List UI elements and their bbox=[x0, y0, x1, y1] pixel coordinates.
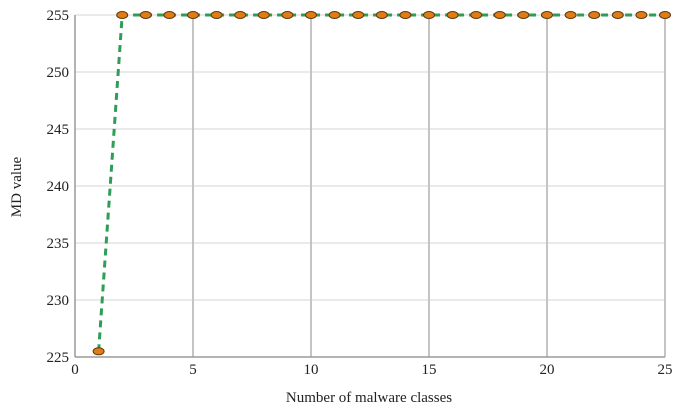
y-tick-label-4: 245 bbox=[47, 122, 70, 138]
data-point-22 bbox=[588, 11, 601, 19]
data-point-14 bbox=[399, 11, 412, 19]
data-point-18 bbox=[493, 11, 506, 19]
y-tick-label-6: 255 bbox=[47, 8, 70, 24]
x-tick-label-4: 20 bbox=[540, 362, 555, 378]
data-point-9 bbox=[281, 11, 294, 19]
data-point-13 bbox=[375, 11, 388, 19]
data-point-5 bbox=[187, 11, 199, 19]
x-tick-label-5: 25 bbox=[658, 362, 673, 378]
y-axis-title: MD value bbox=[9, 156, 25, 217]
data-point-11 bbox=[328, 11, 341, 19]
data-point-25 bbox=[659, 11, 671, 19]
y-tick-label-2: 235 bbox=[47, 236, 70, 252]
series-layer bbox=[92, 11, 671, 356]
data-point-3 bbox=[139, 11, 152, 19]
data-point-20 bbox=[541, 11, 553, 19]
tick-labels: 0 5 10 15 20 25 225 230 235 240 245 250 255 bbox=[47, 8, 673, 378]
data-point-10 bbox=[305, 11, 317, 19]
y-tick-label-0: 225 bbox=[47, 350, 70, 366]
x-tick-label-3: 15 bbox=[422, 362, 437, 378]
data-point-19 bbox=[517, 11, 530, 19]
data-point-8 bbox=[257, 11, 270, 19]
x-tick-label-0: 0 bbox=[71, 362, 79, 378]
data-point-12 bbox=[352, 11, 365, 19]
data-point-17 bbox=[470, 11, 483, 19]
grid-lines bbox=[75, 14, 666, 357]
data-point-24 bbox=[635, 11, 648, 19]
y-tick-label-3: 240 bbox=[47, 179, 70, 195]
data-point-7 bbox=[234, 11, 247, 19]
y-tick-label-5: 250 bbox=[47, 65, 70, 81]
series-line-0 bbox=[97, 13, 665, 352]
y-tick-label-1: 230 bbox=[47, 293, 70, 309]
x-tick-label-1: 5 bbox=[189, 362, 197, 378]
data-point-1 bbox=[92, 347, 105, 356]
data-point-16 bbox=[446, 11, 459, 19]
x-axis-title: Number of malware classes bbox=[286, 390, 452, 406]
data-point-21 bbox=[564, 11, 577, 19]
x-tick-label-2: 10 bbox=[304, 362, 319, 378]
axes bbox=[74, 15, 665, 358]
data-point-4 bbox=[163, 11, 176, 19]
data-point-15 bbox=[423, 11, 435, 19]
data-point-2 bbox=[116, 11, 129, 19]
data-point-23 bbox=[611, 11, 624, 19]
data-point-6 bbox=[210, 11, 223, 19]
